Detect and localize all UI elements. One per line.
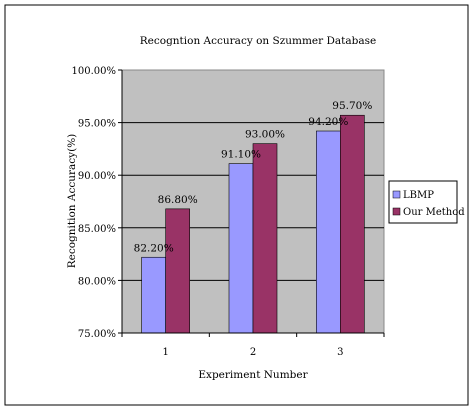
y-tick-label: 90.00% (78, 171, 116, 182)
legend-swatch-lbmp (392, 190, 401, 199)
chart-title: Recogntion Accuracy on Szummer Database (140, 35, 376, 47)
y-tick-label: 95.00% (78, 119, 116, 130)
bar-our-method (340, 114, 365, 334)
bar-lbmp (316, 130, 341, 334)
x-tick-label: 2 (250, 347, 256, 358)
legend-box (388, 180, 458, 224)
bar-lbmp (141, 256, 166, 334)
data-label: 82.20% (134, 242, 174, 254)
y-tick-label: 85.00% (78, 224, 116, 235)
data-label: 86.80% (158, 194, 198, 206)
x-tick-label: 1 (162, 347, 168, 358)
y-tick-label: 100.00% (72, 66, 117, 77)
bar-our-method (252, 143, 278, 334)
x-tick-label: 3 (337, 347, 343, 358)
data-label: 93.00% (245, 129, 285, 141)
y-tick-label: 80.00% (78, 276, 116, 287)
legend-label-lbmp: LBMP (403, 190, 434, 201)
legend-label-our-method: Our Method (403, 207, 465, 218)
y-tick-label: 75.00% (78, 329, 116, 340)
data-label: 95.70% (332, 100, 372, 112)
data-label: 91.10% (221, 149, 261, 161)
y-axis-label: Recognition Accuracy(%) (66, 134, 78, 269)
x-ticks: 1 2 3 (121, 333, 385, 358)
bars (141, 114, 365, 334)
legend: LBMP Our Method (388, 180, 465, 224)
x-axis-label: Experiment Number (198, 369, 308, 381)
legend-swatch-our-method (392, 207, 401, 216)
data-label: 94.20% (308, 116, 348, 128)
data-labels: 82.20% 91.10% 94.20% 86.80% 93.00% 95.70% (134, 100, 373, 254)
bar-lbmp (228, 163, 254, 334)
y-ticks: 75.00% 80.00% 85.00% 90.00% 95.00% 100.00% (72, 66, 122, 340)
bar-our-method (165, 208, 190, 334)
